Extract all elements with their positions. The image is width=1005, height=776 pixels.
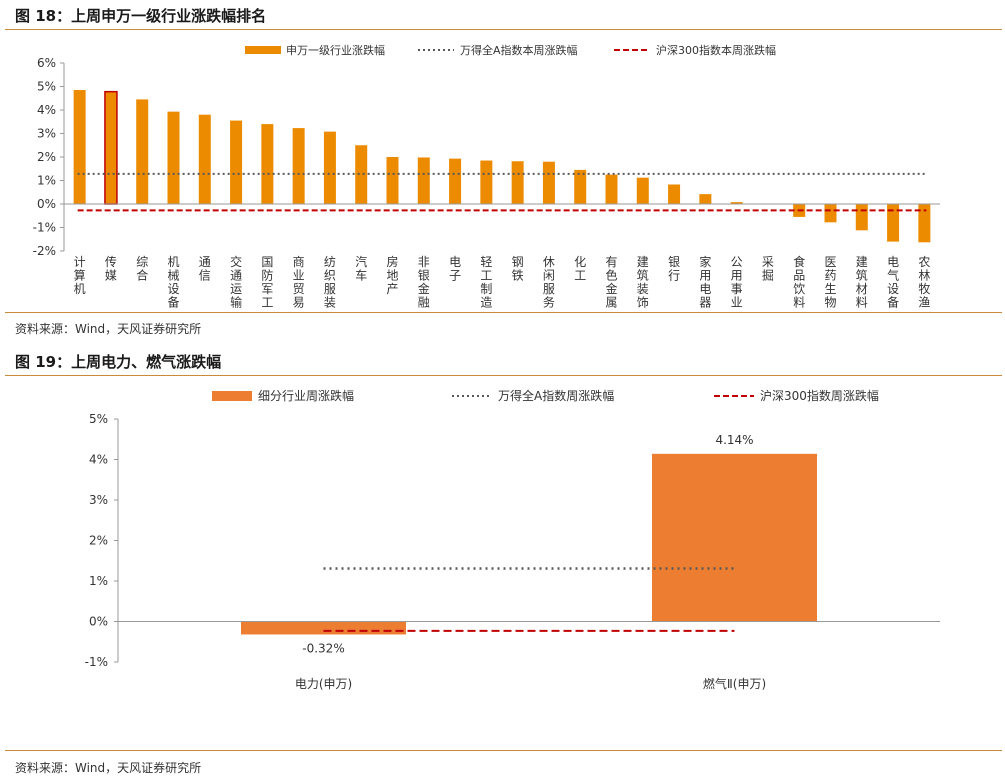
bar bbox=[480, 160, 493, 204]
x-tick-label: 休闲服务 bbox=[543, 255, 555, 310]
y-tick-label: 5% bbox=[37, 80, 56, 94]
x-tick-label: 综合 bbox=[136, 255, 148, 283]
y-tick-label: 2% bbox=[89, 534, 108, 548]
x-tick-label: 钢铁 bbox=[512, 255, 524, 283]
x-tick-label: 电力(申万) bbox=[295, 677, 352, 691]
figure-18-source: 资料来源：Wind，天风证券研究所 bbox=[15, 322, 202, 336]
x-tick-label: 公用事业 bbox=[731, 255, 743, 310]
bar bbox=[636, 177, 649, 204]
bar bbox=[824, 204, 837, 223]
y-tick-label: -2% bbox=[33, 244, 56, 258]
y-tick-label: 3% bbox=[37, 127, 56, 141]
legend-label-csi300: 沪深300指数周涨跌幅 bbox=[760, 388, 879, 403]
y-tick-label: -1% bbox=[33, 221, 56, 235]
x-tick-label: 非银金融 bbox=[418, 255, 430, 310]
x-tick-label: 商业贸易 bbox=[293, 254, 305, 310]
y-tick-label: -1% bbox=[85, 655, 108, 669]
divider bbox=[5, 312, 1002, 313]
legend-label-wind-a: 万得全A指数周涨跌幅 bbox=[498, 388, 614, 403]
bar bbox=[449, 158, 462, 204]
power-gas-chart: 细分行业周涨跌幅 万得全A指数周涨跌幅 沪深300指数周涨跌幅 -1% 0% 1% 2% 3%… bbox=[85, 388, 940, 691]
y-tick-label: 4% bbox=[89, 453, 108, 467]
y-tick-label: 0% bbox=[89, 615, 108, 629]
legend-swatch-bars bbox=[212, 391, 252, 401]
x-tick-label: 农林牧渔 bbox=[918, 255, 930, 310]
x-tick-label: 纺织服装 bbox=[324, 255, 336, 310]
bar bbox=[73, 90, 86, 204]
bar bbox=[241, 621, 406, 635]
bar bbox=[136, 99, 149, 204]
x-tick-label: 机械设备 bbox=[167, 255, 179, 310]
bar bbox=[699, 194, 712, 204]
bar bbox=[386, 157, 399, 204]
legend-label-csi300: 沪深300指数本周涨跌幅 bbox=[656, 43, 776, 57]
bar bbox=[605, 174, 618, 204]
bar bbox=[104, 90, 118, 205]
y-tick-label: 2% bbox=[37, 150, 56, 164]
bar bbox=[355, 145, 368, 204]
bar bbox=[292, 128, 305, 204]
bar bbox=[730, 202, 743, 204]
x-tick-label: 传媒 bbox=[105, 254, 117, 283]
bar bbox=[542, 161, 555, 204]
x-tick-label: 电气设备 bbox=[887, 255, 899, 310]
x-tick-label: 轻工制造 bbox=[480, 255, 492, 310]
bar bbox=[887, 204, 900, 242]
bar bbox=[668, 184, 681, 204]
y-tick-label: 1% bbox=[37, 174, 56, 188]
x-tick-label: 汽车 bbox=[355, 254, 367, 283]
data-label: -0.32% bbox=[302, 641, 344, 655]
legend-label-wind-a: 万得全A指数本周涨跌幅 bbox=[460, 43, 578, 57]
bar bbox=[417, 157, 430, 204]
y-tick-label: 1% bbox=[89, 574, 108, 588]
divider bbox=[5, 29, 1002, 30]
x-tick-label: 建筑装饰 bbox=[637, 255, 649, 310]
data-label: 4.14% bbox=[715, 433, 753, 447]
x-tick-label: 化工 bbox=[574, 255, 586, 283]
bar bbox=[167, 111, 180, 204]
legend-swatch-bars bbox=[245, 46, 281, 54]
x-tick-label: 国防军工 bbox=[261, 255, 273, 310]
figure-19-source: 资料来源：Wind，天风证券研究所 bbox=[15, 761, 202, 775]
x-tick-label: 采掘 bbox=[762, 255, 774, 283]
x-tick-label: 通信 bbox=[199, 255, 211, 283]
x-tick-label: 家用电器 bbox=[699, 254, 711, 310]
bar bbox=[574, 169, 587, 204]
divider bbox=[5, 375, 1002, 376]
y-tick-label: 5% bbox=[89, 412, 108, 426]
x-tick-label: 燃气Ⅱ(申万) bbox=[703, 676, 766, 691]
bar bbox=[855, 204, 868, 231]
legend-label-bars: 细分行业周涨跌幅 bbox=[258, 388, 354, 403]
x-tick-label: 银行 bbox=[668, 255, 680, 283]
x-tick-label: 计算机 bbox=[74, 255, 86, 296]
y-tick-label: 3% bbox=[89, 493, 108, 507]
bar bbox=[261, 124, 274, 204]
y-tick-label: 6% bbox=[37, 56, 56, 70]
bar bbox=[918, 204, 931, 243]
y-tick-label: 4% bbox=[37, 103, 56, 117]
figure-19-title: 图 19：上周电力、燃气涨跌幅 bbox=[15, 353, 222, 371]
figure-18-title: 图 18：上周申万一级行业涨跌幅排名 bbox=[15, 7, 267, 25]
industry-ranking-chart: 申万一级行业涨跌幅 万得全A指数本周涨跌幅 沪深300指数本周涨跌幅 -2% -1% 0%… bbox=[33, 43, 940, 310]
bar bbox=[323, 131, 336, 204]
y-tick-label: 0% bbox=[37, 197, 56, 211]
x-tick-label: 房地产 bbox=[386, 254, 398, 296]
x-tick-label: 医药生物 bbox=[824, 255, 836, 310]
x-tick-label: 电子 bbox=[449, 255, 461, 283]
divider bbox=[5, 750, 1002, 751]
x-tick-label: 食品饮料 bbox=[793, 254, 805, 310]
bar bbox=[652, 453, 817, 622]
bar bbox=[230, 120, 243, 204]
x-tick-label: 建筑材料 bbox=[856, 255, 868, 310]
legend-label-bars: 申万一级行业涨跌幅 bbox=[286, 43, 385, 57]
x-tick-label: 交通运输 bbox=[230, 254, 242, 310]
bar bbox=[198, 114, 211, 204]
bar bbox=[511, 161, 524, 204]
x-tick-label: 有色金属 bbox=[605, 255, 617, 310]
